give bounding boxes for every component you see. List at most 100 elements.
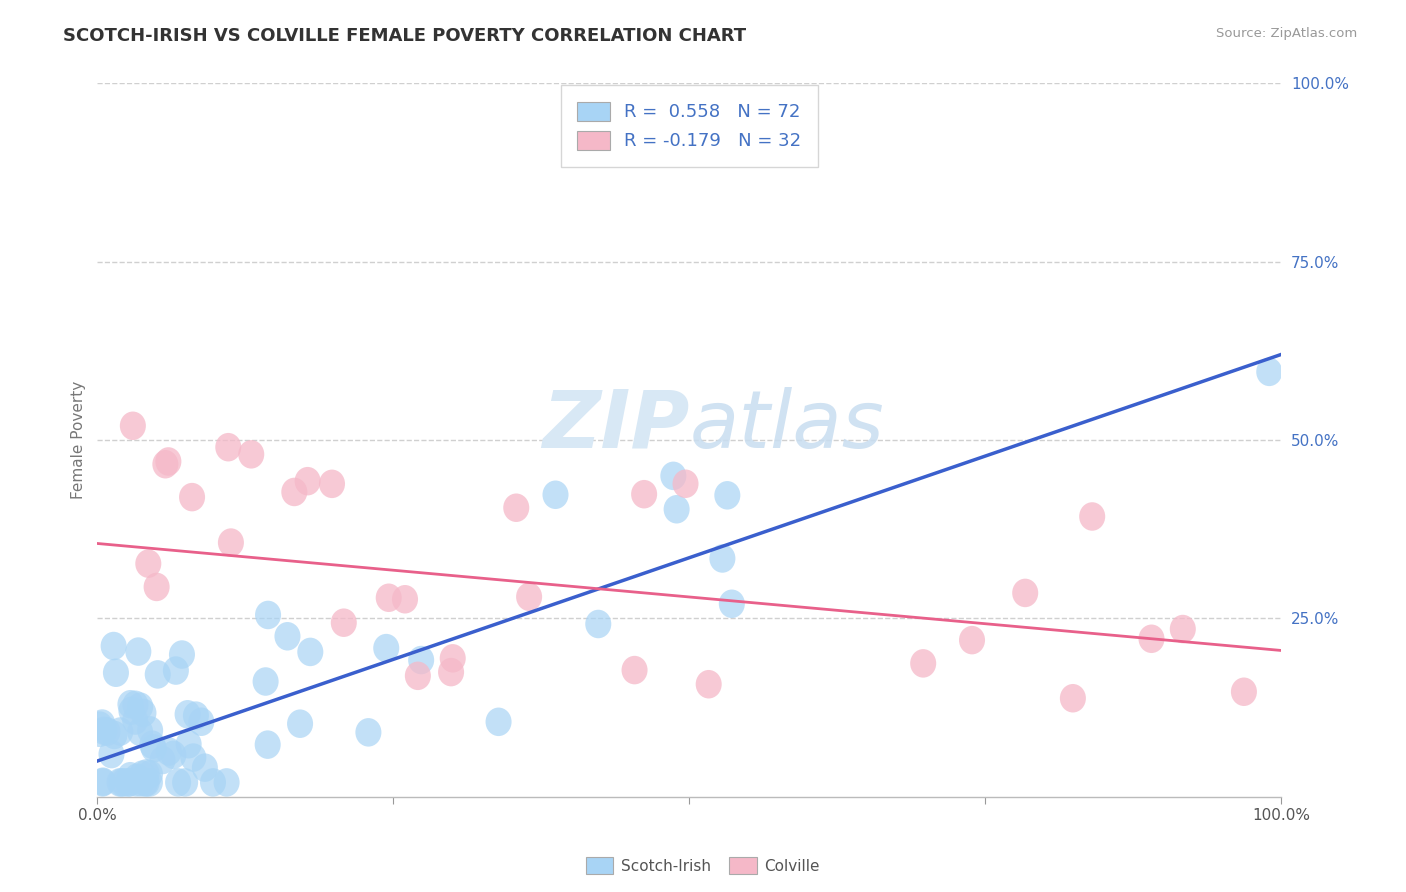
Ellipse shape <box>138 716 163 745</box>
Ellipse shape <box>274 622 301 650</box>
Ellipse shape <box>661 461 686 490</box>
Ellipse shape <box>103 658 129 687</box>
Ellipse shape <box>172 768 198 797</box>
Ellipse shape <box>87 711 112 739</box>
Ellipse shape <box>132 768 159 797</box>
Ellipse shape <box>485 707 512 736</box>
Ellipse shape <box>295 467 321 495</box>
Ellipse shape <box>135 549 162 578</box>
Ellipse shape <box>141 734 167 763</box>
Ellipse shape <box>101 632 127 660</box>
Ellipse shape <box>124 764 150 792</box>
Ellipse shape <box>108 768 135 797</box>
Ellipse shape <box>87 719 112 747</box>
Ellipse shape <box>287 709 314 738</box>
Ellipse shape <box>439 657 464 686</box>
Ellipse shape <box>169 640 195 669</box>
Ellipse shape <box>696 670 721 698</box>
Ellipse shape <box>718 590 745 618</box>
Ellipse shape <box>128 768 155 797</box>
Ellipse shape <box>440 644 465 673</box>
Ellipse shape <box>90 767 117 796</box>
Ellipse shape <box>714 481 741 509</box>
Ellipse shape <box>98 739 125 768</box>
Legend: R =  0.558   N = 72, R = -0.179   N = 32: R = 0.558 N = 72, R = -0.179 N = 32 <box>561 86 817 167</box>
Ellipse shape <box>90 768 115 797</box>
Ellipse shape <box>373 634 399 663</box>
Ellipse shape <box>94 717 121 746</box>
Text: ZIP: ZIP <box>541 387 689 465</box>
Ellipse shape <box>1256 358 1282 386</box>
Ellipse shape <box>155 447 181 475</box>
Ellipse shape <box>149 746 176 774</box>
Ellipse shape <box>129 760 155 789</box>
Ellipse shape <box>200 768 226 797</box>
Ellipse shape <box>631 480 657 508</box>
Ellipse shape <box>910 649 936 678</box>
Ellipse shape <box>107 768 132 797</box>
Ellipse shape <box>585 610 612 639</box>
Ellipse shape <box>1170 615 1197 643</box>
Ellipse shape <box>297 638 323 666</box>
Ellipse shape <box>356 718 381 747</box>
Ellipse shape <box>375 583 402 612</box>
Ellipse shape <box>188 707 214 736</box>
Ellipse shape <box>254 600 281 629</box>
Ellipse shape <box>89 709 115 738</box>
Ellipse shape <box>183 701 209 730</box>
Ellipse shape <box>91 716 117 745</box>
Y-axis label: Female Poverty: Female Poverty <box>72 381 86 500</box>
Text: SCOTCH-IRISH VS COLVILLE FEMALE POVERTY CORRELATION CHART: SCOTCH-IRISH VS COLVILLE FEMALE POVERTY … <box>63 27 747 45</box>
Ellipse shape <box>218 528 243 557</box>
Ellipse shape <box>134 768 160 797</box>
Ellipse shape <box>959 626 986 655</box>
Ellipse shape <box>238 440 264 468</box>
Ellipse shape <box>101 721 128 749</box>
Ellipse shape <box>180 743 207 772</box>
Ellipse shape <box>118 690 143 718</box>
Legend: Scotch-Irish, Colville: Scotch-Irish, Colville <box>579 851 827 880</box>
Ellipse shape <box>136 760 163 789</box>
Ellipse shape <box>1139 624 1164 653</box>
Ellipse shape <box>503 493 529 522</box>
Ellipse shape <box>122 706 148 735</box>
Ellipse shape <box>111 768 138 797</box>
Ellipse shape <box>516 582 543 611</box>
Ellipse shape <box>156 738 181 766</box>
Ellipse shape <box>115 768 141 797</box>
Ellipse shape <box>160 740 187 769</box>
Ellipse shape <box>319 469 344 498</box>
Ellipse shape <box>176 730 201 758</box>
Ellipse shape <box>125 637 152 665</box>
Ellipse shape <box>330 608 357 637</box>
Ellipse shape <box>1060 684 1085 713</box>
Ellipse shape <box>134 759 160 788</box>
Ellipse shape <box>127 692 153 721</box>
Ellipse shape <box>117 762 143 790</box>
Ellipse shape <box>191 754 218 782</box>
Ellipse shape <box>152 450 179 478</box>
Ellipse shape <box>1230 678 1257 706</box>
Ellipse shape <box>214 768 239 797</box>
Ellipse shape <box>672 469 699 498</box>
Ellipse shape <box>392 585 418 614</box>
Ellipse shape <box>136 768 163 797</box>
Ellipse shape <box>143 573 170 601</box>
Ellipse shape <box>117 768 143 797</box>
Ellipse shape <box>405 662 430 690</box>
Ellipse shape <box>131 698 156 727</box>
Ellipse shape <box>122 690 149 719</box>
Ellipse shape <box>253 667 278 696</box>
Ellipse shape <box>145 660 170 689</box>
Ellipse shape <box>127 717 153 746</box>
Ellipse shape <box>254 731 281 759</box>
Ellipse shape <box>120 411 146 440</box>
Ellipse shape <box>107 717 134 746</box>
Ellipse shape <box>124 768 149 797</box>
Ellipse shape <box>710 544 735 573</box>
Ellipse shape <box>281 478 308 507</box>
Ellipse shape <box>139 731 166 759</box>
Ellipse shape <box>1012 579 1038 607</box>
Ellipse shape <box>165 768 191 797</box>
Ellipse shape <box>1080 502 1105 531</box>
